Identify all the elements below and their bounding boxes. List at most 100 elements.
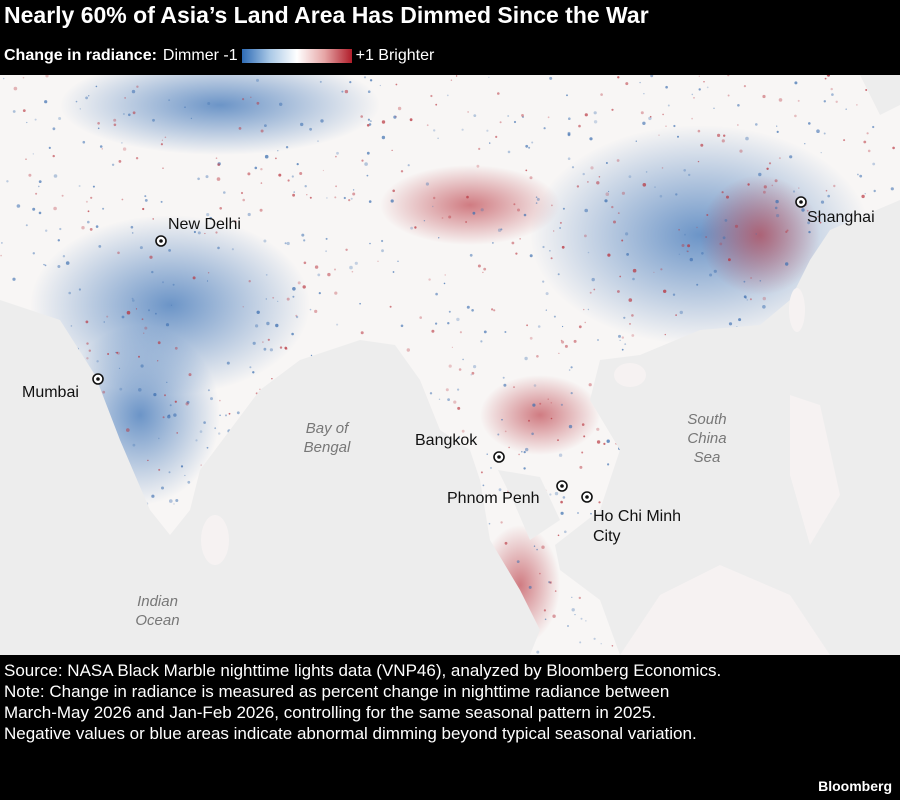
city-dot (497, 455, 501, 459)
speckle (160, 200, 163, 203)
speckle (286, 297, 290, 301)
speckle (57, 239, 60, 242)
speckle (589, 291, 592, 294)
speckle (759, 280, 762, 282)
speckle (619, 275, 622, 278)
speckle (713, 269, 717, 273)
speckle (207, 389, 210, 392)
speckle (513, 203, 516, 206)
speckle (446, 94, 449, 97)
speckle (320, 119, 324, 123)
speckle (776, 214, 780, 218)
speckle (44, 264, 47, 267)
brand: Bloomberg (818, 778, 892, 794)
speckle (431, 329, 435, 333)
speckle (678, 253, 681, 255)
speckle (297, 281, 301, 285)
speckle (195, 439, 198, 442)
speckle (98, 245, 102, 248)
speckle (583, 435, 586, 438)
speckle (804, 143, 806, 145)
city-label: Shanghai (807, 209, 875, 226)
speckle (531, 141, 534, 144)
city-dot (159, 239, 163, 243)
footer: Source: NASA Black Marble nighttime ligh… (4, 660, 724, 744)
speckle (533, 545, 536, 547)
speckle (483, 330, 487, 334)
speckle (279, 102, 283, 106)
speckle (334, 291, 338, 295)
speckle (604, 199, 608, 203)
speckle (265, 298, 267, 300)
speckle (628, 175, 632, 178)
speckle (525, 169, 528, 172)
speckle (103, 321, 105, 323)
speckle (132, 299, 135, 302)
speckle (691, 93, 694, 96)
speckle (433, 196, 436, 200)
speckle (121, 142, 123, 144)
speckle (410, 226, 413, 230)
speckle (184, 106, 186, 108)
speckle (564, 530, 567, 534)
speckle (78, 288, 81, 291)
speckle (486, 129, 489, 132)
speckle (200, 464, 202, 466)
speckle (6, 180, 9, 183)
speckle (272, 296, 275, 299)
speckle (835, 100, 838, 103)
speckle (309, 196, 312, 199)
speckle (162, 281, 164, 284)
speckle (447, 322, 450, 325)
speckle (513, 120, 517, 124)
speckle (153, 393, 157, 397)
speckle (38, 211, 42, 215)
speckle (12, 277, 16, 281)
speckle (591, 277, 595, 282)
speckle (122, 113, 125, 115)
speckle (573, 339, 577, 343)
speckle (554, 590, 557, 592)
speckle (435, 103, 438, 106)
speckle (360, 331, 364, 335)
speckle (816, 129, 820, 133)
speckle (697, 129, 701, 133)
speckle (673, 124, 676, 128)
speckle (292, 193, 295, 197)
speckle (132, 111, 136, 115)
speckle (447, 398, 450, 401)
speckle (336, 323, 339, 326)
speckle (161, 139, 163, 141)
speckle (774, 206, 778, 210)
speckle (500, 228, 503, 231)
speckle (550, 402, 553, 404)
speckle (737, 124, 739, 126)
speckle (363, 76, 367, 79)
speckle (28, 173, 32, 177)
speckle (97, 127, 100, 130)
speckle (631, 334, 635, 337)
speckle (560, 511, 564, 515)
speckle (785, 230, 788, 233)
speckle (22, 76, 25, 79)
speckle (425, 182, 429, 186)
speckle (801, 208, 805, 212)
speckle (62, 255, 66, 258)
speckle (687, 244, 691, 248)
speckle (722, 236, 726, 240)
speckle (70, 325, 73, 327)
speckle (223, 191, 226, 194)
speckle (613, 220, 616, 224)
speckle (568, 117, 571, 120)
speckle (549, 76, 553, 80)
speckle (824, 77, 827, 80)
speckle (724, 219, 728, 222)
speckle (513, 386, 515, 388)
speckle (861, 194, 865, 199)
speckle (456, 317, 460, 322)
speckle (407, 164, 410, 167)
speckle (584, 234, 587, 238)
speckle (585, 620, 587, 622)
speckle (632, 268, 637, 273)
speckle (778, 157, 781, 160)
